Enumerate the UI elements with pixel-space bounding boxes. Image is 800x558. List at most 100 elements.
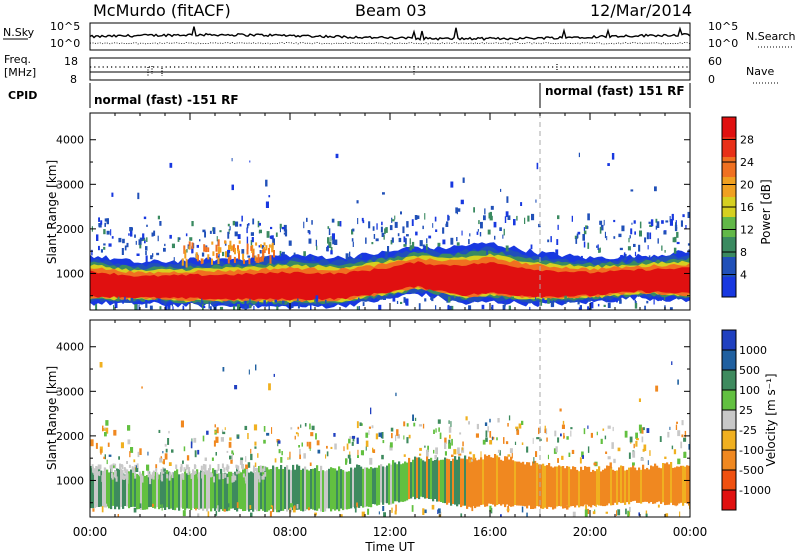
velocity-stripe: [240, 472, 243, 510]
velocity-stripe: [596, 469, 599, 505]
velocity-echo: [535, 451, 538, 457]
power-echo: [384, 228, 386, 235]
velocity-grey-echo: [149, 477, 152, 485]
velocity-echo: [688, 444, 690, 450]
velocity-stripe: [134, 475, 137, 507]
power-echo: [327, 245, 329, 252]
velocity-stripe: [554, 466, 557, 509]
velocity-echo: [214, 430, 216, 434]
power-echo: [328, 241, 332, 248]
velocity-stripe: [220, 468, 223, 510]
velocity-stripe: [548, 463, 551, 507]
velocity-echo: [250, 512, 253, 517]
velocity-stripe: [602, 469, 605, 507]
velocity-stripe: [536, 462, 539, 507]
velocity-stripe: [268, 469, 271, 511]
velocity-echo: [217, 505, 219, 511]
velocity-colorbar-tick-label: -100: [739, 444, 764, 457]
velocity-echo: [448, 439, 451, 444]
time-tick-label: 16:00: [473, 525, 508, 539]
velocity-echo: [521, 506, 524, 513]
velocity-echo: [315, 433, 317, 440]
power-echo: [664, 296, 666, 301]
power-echo: [229, 226, 231, 231]
velocity-echo: [278, 449, 281, 454]
power-echo: [391, 219, 395, 222]
velocity-stripe: [570, 469, 573, 507]
power-echo: [547, 239, 550, 243]
power-echo: [587, 242, 590, 249]
power-echo: [597, 303, 600, 307]
velocity-stripe: [292, 464, 295, 511]
velocity-grey-echo: [99, 464, 102, 468]
velocity-stripe: [170, 474, 173, 509]
power-echo: [351, 238, 354, 242]
velocity-echo: [403, 454, 406, 457]
power-echo-orange: [268, 247, 270, 255]
power-echo: [426, 238, 428, 244]
power-echo-orange: [183, 245, 186, 254]
velocity-colorbar-tick-label: 500: [739, 364, 760, 377]
power-echo-orange: [231, 245, 233, 251]
velocity-stripe: [538, 464, 541, 507]
velocity-echo: [347, 454, 351, 459]
power-echo: [503, 228, 505, 236]
velocity-echo: [680, 441, 683, 449]
velocity-stripe: [686, 465, 689, 504]
time-tick-label: 20:00: [573, 525, 608, 539]
velocity-echo: [383, 512, 386, 517]
velocity-stripe: [402, 463, 405, 502]
velocity-stripe: [600, 471, 603, 506]
power-echo: [106, 230, 110, 235]
power-echo: [122, 238, 125, 244]
velocity-grey-echo: [227, 465, 230, 470]
velocity-grey-echo: [131, 466, 134, 470]
range-tick-label: 4000: [56, 341, 84, 354]
power-echo: [382, 296, 386, 300]
power-echo: [583, 230, 587, 235]
velocity-stripe: [150, 476, 153, 507]
velocity-stripe: [680, 465, 683, 503]
velocity-grey-echo: [128, 464, 131, 468]
velocity-echo: [514, 441, 517, 445]
power-echo: [362, 302, 365, 306]
velocity-echo: [183, 446, 186, 452]
power-echo: [682, 214, 685, 218]
velocity-echo: [562, 420, 565, 425]
velocity-echo: [560, 433, 562, 437]
velocity-echo: [570, 427, 573, 430]
velocity-stripe: [444, 457, 447, 504]
nsky-label: N.Sky: [3, 26, 35, 39]
power-echo: [394, 215, 396, 220]
power-echo: [644, 305, 646, 310]
power-echo: [505, 211, 509, 217]
velocity-stripe: [572, 466, 575, 506]
power-echo-orange: [265, 245, 268, 251]
velocity-echo: [255, 364, 257, 371]
power-echo: [372, 226, 375, 231]
velocity-echo: [507, 423, 509, 427]
velocity-echo: [367, 508, 370, 515]
velocity-echo: [257, 453, 259, 458]
freq-tick-bottom: 8: [70, 73, 77, 86]
velocity-stripe: [208, 468, 211, 509]
power-echo: [451, 296, 454, 301]
velocity-echo: [223, 508, 226, 512]
velocity-grey-echo: [152, 470, 155, 476]
velocity-echo: [250, 448, 252, 454]
velocity-grey-echo: [263, 466, 266, 471]
velocity-echo: [515, 426, 519, 429]
velocity-echo: [683, 452, 687, 458]
power-echo: [189, 237, 193, 241]
velocity-stripe: [234, 471, 237, 510]
power-echo: [100, 220, 103, 225]
velocity-echo: [657, 504, 660, 508]
power-echo: [390, 240, 393, 245]
velocity-stripe: [152, 474, 155, 508]
velocity-echo: [180, 420, 184, 428]
velocity-stripe: [310, 469, 313, 509]
velocity-stripe: [528, 462, 531, 506]
velocity-stripe: [224, 472, 227, 511]
velocity-stripe: [566, 466, 569, 506]
power-echo: [171, 303, 173, 307]
